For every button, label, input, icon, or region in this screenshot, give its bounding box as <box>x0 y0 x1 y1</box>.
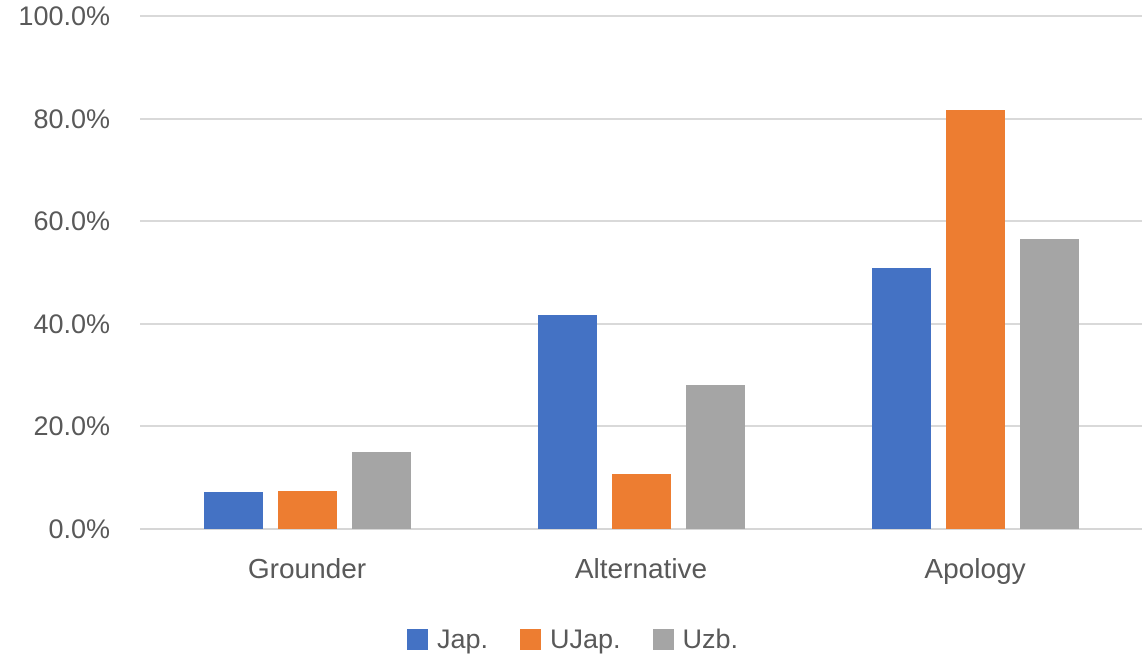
x-axis-category-labels: Grounder Alternative Apology <box>140 552 1142 586</box>
y-axis: 0.0% 20.0% 40.0% 60.0% 80.0% 100.0% <box>0 1 110 544</box>
bar-uzb-alternative <box>685 384 745 529</box>
gridline <box>140 117 1142 120</box>
bar-ujap-grounder <box>277 491 337 529</box>
legend: Jap. UJap. Uzb. <box>0 624 1145 655</box>
gridline <box>140 220 1142 223</box>
y-tick-label: 0.0% <box>48 514 110 544</box>
legend-label-ujap: UJap. <box>549 624 621 654</box>
x-category-label-grounder: Grounder <box>247 553 367 584</box>
x-axis-line <box>140 528 1142 530</box>
bar-uzb-apology <box>1019 239 1079 529</box>
legend-item-jap: Jap. <box>406 624 488 655</box>
bar-jap-alternative <box>537 314 597 529</box>
bar-ujap-alternative <box>611 473 671 529</box>
bar-jap-apology <box>871 268 931 529</box>
gridline <box>140 425 1142 428</box>
legend-item-uzb: Uzb. <box>652 624 739 655</box>
legend-label-uzb: Uzb. <box>682 624 739 654</box>
gridline <box>140 15 1142 17</box>
x-category-label-apology: Apology <box>924 553 1026 584</box>
legend-label-jap: Jap. <box>436 624 488 654</box>
y-tick-label: 100.0% <box>18 1 110 31</box>
bar-groups-row <box>140 16 1142 529</box>
legend-swatch-ujap <box>519 629 541 650</box>
bar-ujap-apology <box>945 109 1005 529</box>
bar-jap-grounder <box>203 491 263 529</box>
legend-item-ujap: UJap. <box>519 624 621 655</box>
gridline <box>140 322 1142 325</box>
legend-swatch-uzb <box>652 629 674 650</box>
y-tick-label: 20.0% <box>33 411 110 442</box>
y-tick-label: 60.0% <box>33 206 110 237</box>
bar-group-grounder <box>140 16 474 529</box>
y-tick-label: 40.0% <box>33 308 110 339</box>
plot-area <box>140 15 1142 530</box>
bar-group-alternative <box>474 16 808 529</box>
bar-uzb-grounder <box>351 452 411 529</box>
legend-swatch-jap <box>406 629 428 650</box>
bar-group-apology <box>808 16 1142 529</box>
y-tick-label: 80.0% <box>33 103 110 134</box>
x-category-label-alternative: Alternative <box>574 553 708 584</box>
